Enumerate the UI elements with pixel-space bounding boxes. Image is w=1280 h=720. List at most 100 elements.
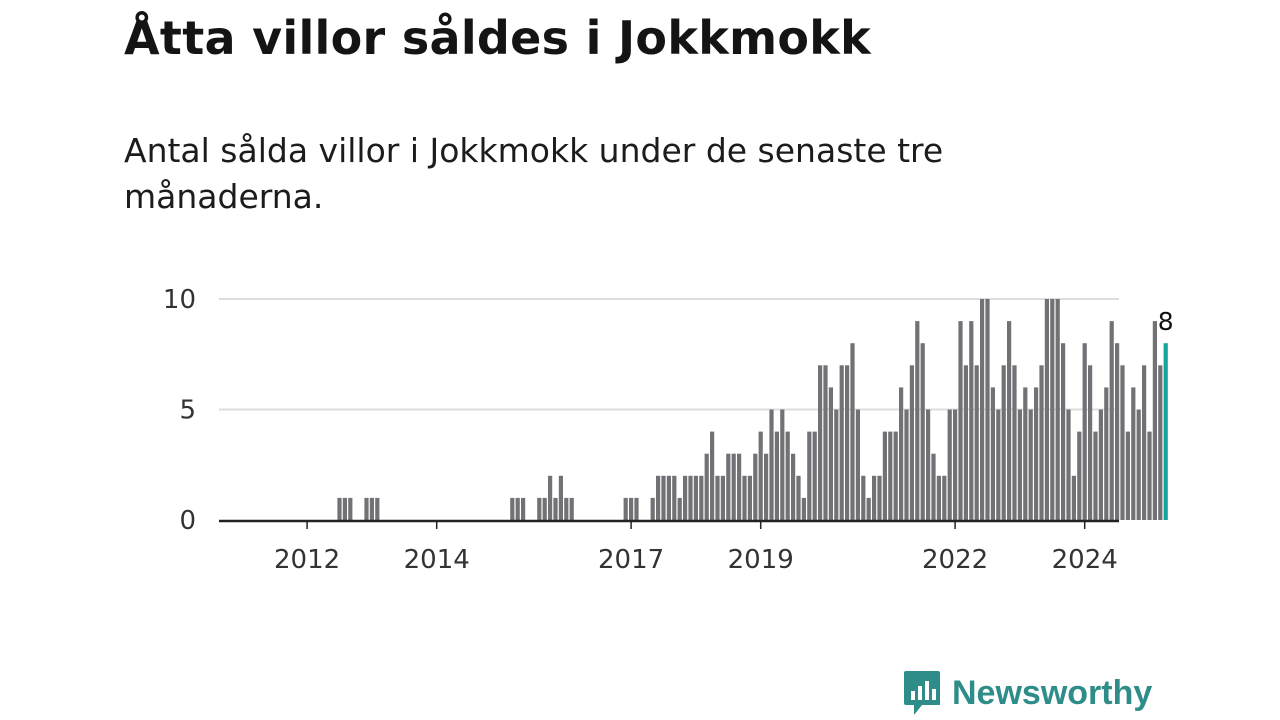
bar <box>785 431 790 520</box>
x-tick-label: 2022 <box>922 545 988 575</box>
bar <box>969 321 974 520</box>
bar <box>963 365 968 520</box>
bar <box>715 475 720 520</box>
bar <box>1131 387 1136 520</box>
bar <box>828 387 833 520</box>
bar <box>845 365 850 520</box>
bar <box>1034 387 1039 520</box>
brand-logo: Newsworthy <box>902 668 1152 718</box>
bar <box>1061 343 1066 520</box>
bar <box>348 497 353 520</box>
bar <box>780 409 785 520</box>
bar <box>1050 299 1055 520</box>
bar <box>877 475 882 520</box>
bar <box>920 343 925 520</box>
bar <box>510 497 515 520</box>
bar <box>342 497 347 520</box>
bar <box>1147 431 1152 520</box>
bar <box>818 365 823 520</box>
bar <box>683 475 688 520</box>
bar <box>942 475 947 520</box>
bar <box>791 453 796 520</box>
chart-subtitle: Antal sålda villor i Jokkmokk under de s… <box>124 131 944 216</box>
bar <box>521 497 526 520</box>
axes <box>219 519 1119 529</box>
bar <box>936 475 941 520</box>
bar <box>958 321 963 520</box>
bar <box>688 475 693 520</box>
x-tick-label: 2019 <box>728 545 794 575</box>
bar <box>980 299 985 520</box>
bar <box>1007 321 1012 520</box>
bar <box>834 409 839 520</box>
bar <box>764 453 769 520</box>
bar <box>656 475 661 520</box>
bar <box>796 475 801 520</box>
bar <box>985 299 990 520</box>
latest-value-label: 8 <box>1158 307 1174 336</box>
bar <box>699 475 704 520</box>
bar <box>758 431 763 520</box>
bar <box>569 497 574 520</box>
bar <box>623 497 628 520</box>
bar <box>629 497 634 520</box>
bar-chart: 0 5 10 2012 2014 2017 2019 2022 2024 8 <box>163 285 1174 575</box>
bar <box>839 365 844 520</box>
bar <box>931 453 936 520</box>
bar <box>1071 475 1076 520</box>
bar <box>661 475 666 520</box>
bar <box>1023 387 1028 520</box>
bar <box>650 497 655 520</box>
bar-latest <box>1163 343 1168 520</box>
bar <box>1017 409 1022 520</box>
labels: 0 5 10 2012 2014 2017 2019 2022 2024 8 <box>163 285 1174 575</box>
bar <box>1039 365 1044 520</box>
bar <box>666 475 671 520</box>
y-tick-label: 0 <box>179 506 196 536</box>
bar <box>1098 409 1103 520</box>
bar <box>1115 343 1120 520</box>
bar <box>904 409 909 520</box>
bar <box>953 409 958 520</box>
bar <box>1088 365 1093 520</box>
bar <box>553 497 558 520</box>
bar <box>742 475 747 520</box>
bar <box>704 453 709 520</box>
bar <box>1136 409 1141 520</box>
x-tick-label: 2014 <box>404 545 470 575</box>
brand-name: Newsworthy <box>952 673 1153 712</box>
newsworthy-logo-icon <box>904 671 940 715</box>
bar <box>1158 365 1163 520</box>
bar <box>726 453 731 520</box>
bar <box>548 475 553 520</box>
bar <box>774 431 779 520</box>
x-tick-label: 2017 <box>598 545 664 575</box>
bar <box>769 409 774 520</box>
bar <box>861 475 866 520</box>
bar <box>1125 431 1130 520</box>
bar <box>677 497 682 520</box>
bar <box>1012 365 1017 520</box>
bar <box>747 475 752 520</box>
bar <box>996 409 1001 520</box>
bar <box>915 321 920 520</box>
bar <box>337 497 342 520</box>
gridlines <box>219 298 1119 411</box>
bar <box>855 409 860 520</box>
bar <box>823 365 828 520</box>
bars <box>337 299 1168 520</box>
bar <box>710 431 715 520</box>
bar <box>542 497 547 520</box>
bar <box>672 475 677 520</box>
bar <box>753 453 758 520</box>
bar <box>882 431 887 520</box>
bar <box>807 431 812 520</box>
bar <box>893 431 898 520</box>
bar <box>693 475 698 520</box>
bar <box>866 497 871 520</box>
bar <box>1120 365 1125 520</box>
bar <box>850 343 855 520</box>
bar <box>888 431 893 520</box>
x-tick-label: 2012 <box>274 545 340 575</box>
bar <box>1082 343 1087 520</box>
